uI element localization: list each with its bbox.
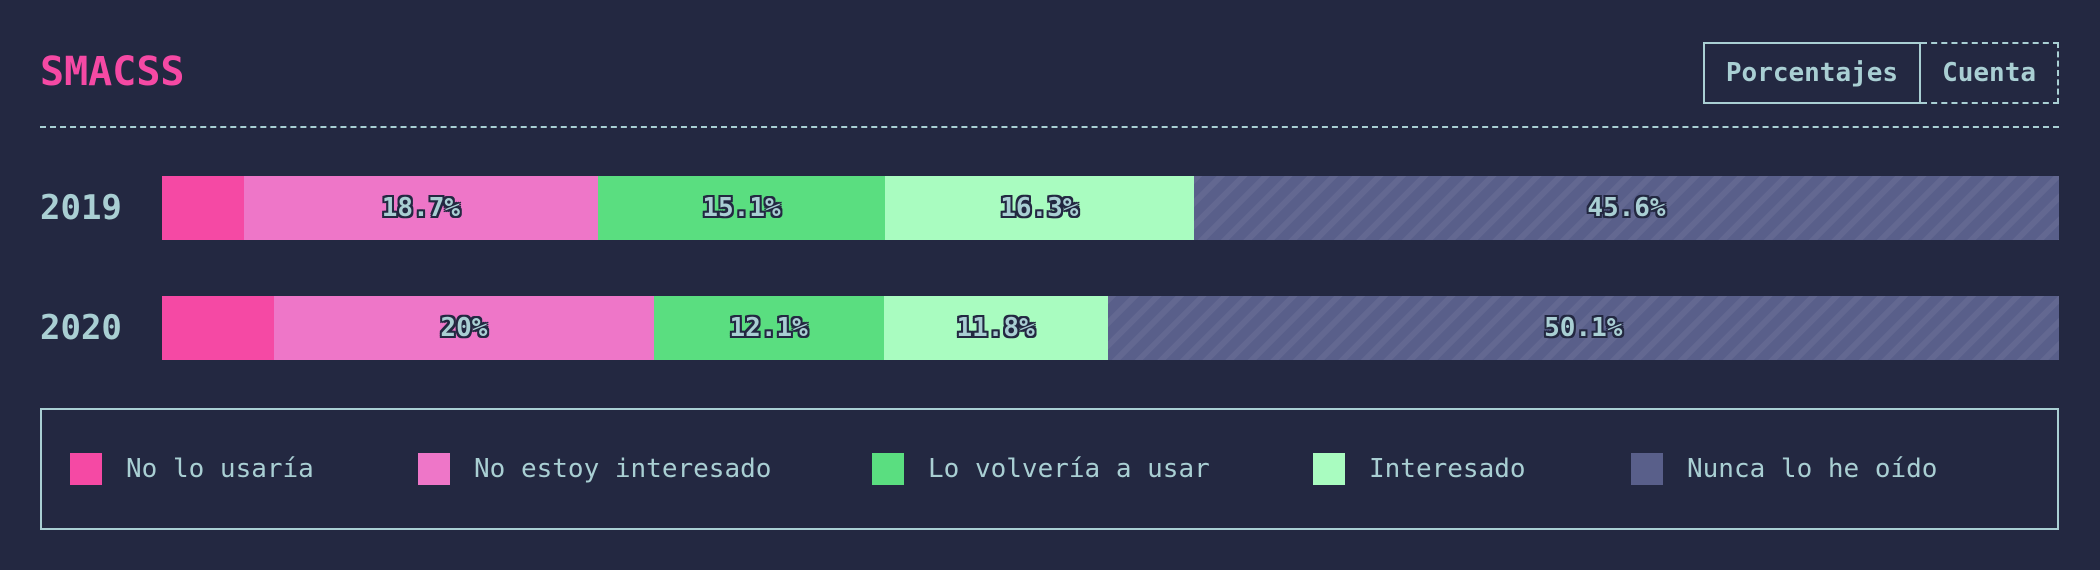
bar-segment[interactable]: 20% [274,296,654,360]
data-label: 11.8% [956,313,1035,343]
bar-segment[interactable]: 50.1% [1107,296,2059,360]
bar-segment[interactable]: 18.7% [243,176,599,240]
legend-swatch [1313,453,1345,485]
data-label: 18.7% [381,193,461,223]
data-label: 15.1% [702,193,781,223]
legend-swatch [70,453,102,485]
data-label: 50.1% [1544,313,1623,343]
header-divider [40,126,2059,128]
legend-label: Interesado [1369,454,1526,484]
legend: No lo usaría No estoy interesado Lo volver… [40,408,2059,530]
bar-segment[interactable]: 45.6% [1193,176,2059,240]
legend-swatch [1631,453,1663,485]
percentages-button[interactable]: Porcentajes [1702,42,1922,104]
stacked-bar: 20% 12.1% 11.8% 50.1% [162,296,2059,360]
bar-row: 2020 20% 12.1% 11.8% 50.1% [0,295,2100,361]
bar-row: 2019 18.7% 15.1% 16.3% 45.6% [0,175,2100,241]
bar-segment[interactable]: 16.3% [884,176,1194,240]
legend-item[interactable]: Interesado [1313,410,1526,528]
bar-segment[interactable]: 12.1% [653,296,884,360]
legend-label: No lo usaría [126,454,314,484]
legend-swatch [872,453,904,485]
data-label: 12.1% [729,313,808,343]
category-label: 2020 [40,308,122,348]
legend-item[interactable]: Nunca lo he oído [1631,410,1937,528]
data-label: 20% [440,313,488,343]
legend-swatch [418,453,450,485]
bar-segment[interactable] [162,176,244,240]
chart-title: SMACSS [40,49,185,95]
count-button[interactable]: Cuenta [1921,42,2059,104]
bar-segment[interactable] [162,296,275,360]
legend-item[interactable]: No estoy interesado [418,410,771,528]
stacked-bar: 18.7% 15.1% 16.3% 45.6% [162,176,2059,240]
bar-segment[interactable]: 11.8% [883,296,1108,360]
legend-label: No estoy interesado [474,454,772,484]
legend-label: Nunca lo he oído [1687,454,1938,484]
bar-segment[interactable]: 15.1% [598,176,885,240]
data-label: 45.6% [1587,193,1666,223]
legend-item[interactable]: Lo volvería a usar [872,410,1210,528]
legend-item[interactable]: No lo usaría [70,410,314,528]
data-label: 16.3% [1000,193,1079,223]
view-toggle: Porcentajes Cuenta [1702,42,2059,104]
legend-label: Lo volvería a usar [928,454,1210,484]
category-label: 2019 [40,188,122,228]
